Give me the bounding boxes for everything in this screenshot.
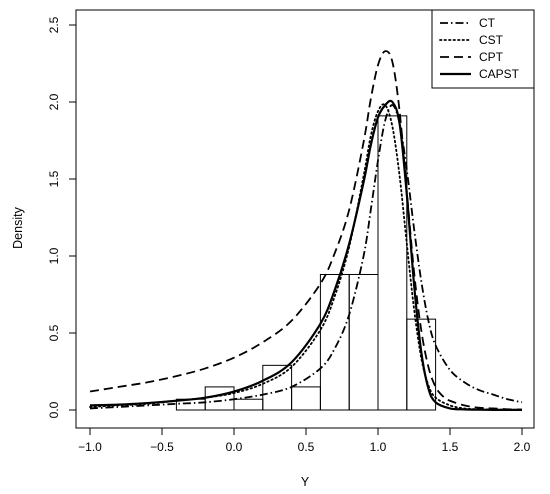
x-axis-title: Y (301, 475, 310, 489)
series-ct-line (89, 104, 523, 410)
legend-label: CT (479, 16, 496, 30)
series-cst-line (89, 103, 523, 411)
density-series (89, 50, 523, 411)
x-tick-label: 2.0 (514, 440, 531, 454)
y-tick-label: 0.0 (47, 401, 61, 418)
y-tick-label: 1.0 (47, 247, 61, 264)
y-tick-label: 0.5 (47, 324, 61, 341)
x-tick-label: −1.0 (78, 440, 102, 454)
x-axis: −1.0 −0.5 0.0 0.5 1.0 1.5 2.0 (78, 427, 531, 454)
y-tick-label: 2.5 (47, 16, 61, 33)
x-tick-label: 0.0 (226, 440, 243, 454)
series-cpt-line (89, 50, 523, 411)
legend-label: CPT (479, 50, 504, 64)
x-tick-label: 1.5 (442, 440, 459, 454)
legend-label: CAPST (479, 67, 520, 81)
x-tick-label: 0.5 (298, 440, 315, 454)
histogram (175, 115, 437, 411)
series-capst-line (89, 99, 522, 411)
histogram-bar (204, 386, 235, 411)
y-axis-title: Density (11, 206, 25, 248)
x-tick-label: 1.0 (370, 440, 387, 454)
y-axis: 0.0 0.5 1.0 1.5 2.0 2.5 (47, 16, 77, 418)
y-tick-label: 2.0 (47, 93, 61, 110)
legend: CT CST CPT CAPST (431, 9, 535, 89)
histogram-bar (406, 318, 437, 411)
histogram-bar (377, 115, 408, 411)
histogram-bar (233, 398, 264, 411)
legend-label: CST (479, 33, 504, 47)
histogram-bar (348, 273, 379, 411)
x-tick-label: −0.5 (150, 440, 174, 454)
y-tick-label: 1.5 (47, 170, 61, 187)
histogram-bar (291, 386, 321, 411)
